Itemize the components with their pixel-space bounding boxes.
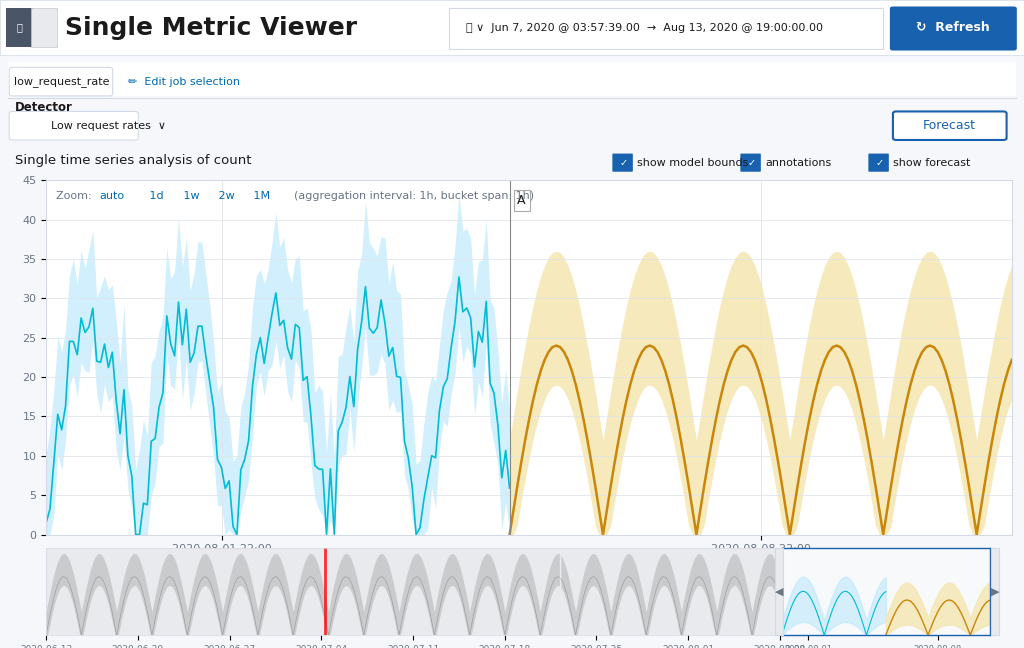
Text: ✓: ✓ [620,157,628,168]
FancyBboxPatch shape [890,6,1017,51]
Text: show forecast: show forecast [893,157,971,168]
FancyBboxPatch shape [868,154,889,172]
Text: 1w: 1w [180,191,200,201]
Text: 1M: 1M [250,191,270,201]
Text: annotations: annotations [765,157,831,168]
FancyBboxPatch shape [6,8,33,47]
Text: low_request_rate: low_request_rate [13,76,110,87]
Text: Forecast: Forecast [923,119,976,132]
FancyBboxPatch shape [8,62,1016,96]
Text: ✓: ✓ [876,157,884,168]
FancyBboxPatch shape [0,0,1024,55]
Text: 2w: 2w [215,191,234,201]
Text: (aggregation interval: 1h, bucket span: 1h): (aggregation interval: 1h, bucket span: … [294,191,535,201]
FancyBboxPatch shape [9,67,113,96]
Text: Single time series analysis of count: Single time series analysis of count [15,154,252,167]
FancyBboxPatch shape [612,154,633,172]
Text: Detector: Detector [15,101,74,114]
Text: 1d: 1d [145,191,163,201]
Text: auto: auto [99,191,124,201]
Text: Low request rates  ∨: Low request rates ∨ [51,121,166,131]
FancyBboxPatch shape [31,8,57,47]
Text: ↻  Refresh: ↻ Refresh [916,21,990,34]
FancyBboxPatch shape [893,111,1007,140]
FancyBboxPatch shape [449,8,883,49]
FancyBboxPatch shape [740,154,761,172]
Text: ◀: ◀ [775,586,783,596]
Text: ✓: ✓ [748,157,756,168]
Text: show model bounds: show model bounds [637,157,749,168]
Text: 📅 ∨  Jun 7, 2020 @ 03:57:39.00  →  Aug 13, 2020 @ 19:00:00.00: 📅 ∨ Jun 7, 2020 @ 03:57:39.00 → Aug 13, … [466,23,823,32]
Text: Single Metric Viewer: Single Metric Viewer [65,16,356,40]
Text: Zoom:: Zoom: [55,191,95,201]
Text: ▶: ▶ [990,586,999,596]
Text: ✏  Edit job selection: ✏ Edit job selection [128,76,240,87]
FancyBboxPatch shape [9,111,138,140]
Text: 📊: 📊 [16,22,23,32]
Text: A: A [517,194,525,207]
